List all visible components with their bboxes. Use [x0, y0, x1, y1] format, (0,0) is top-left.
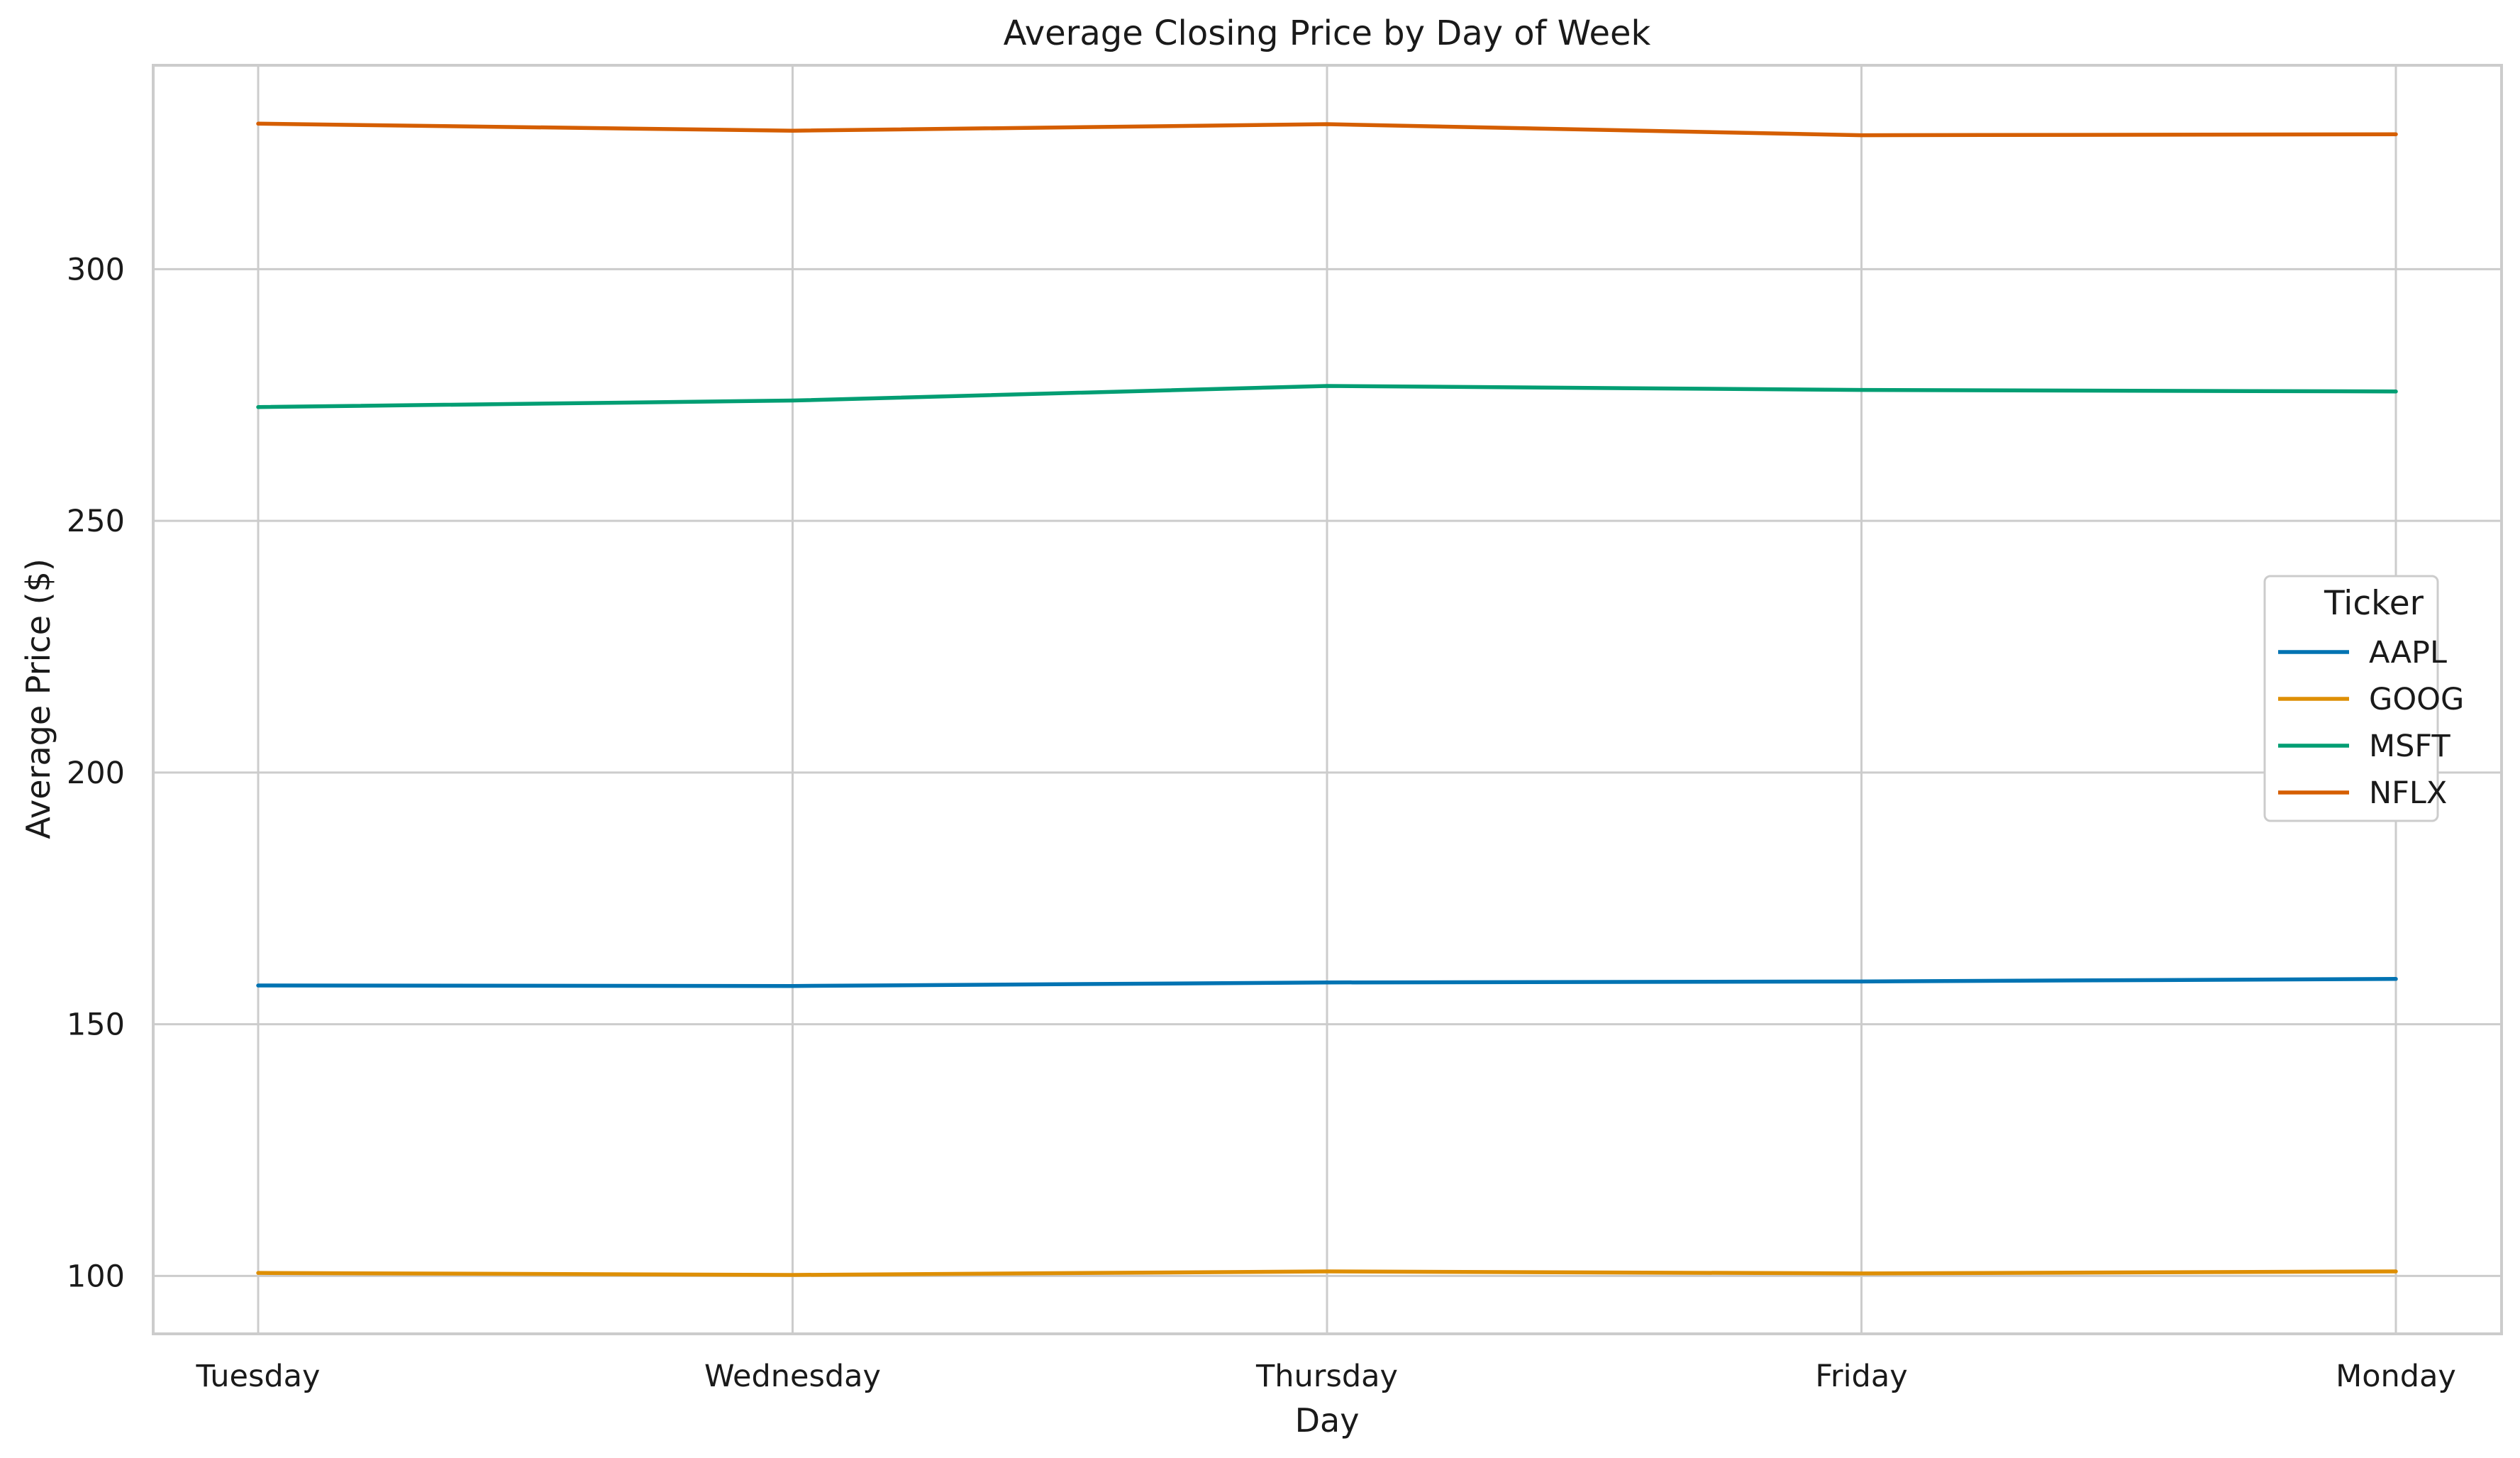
- series-line-aapl: [256, 977, 2398, 988]
- legend-label-msft: MSFT: [2369, 729, 2450, 764]
- series-line-msft: [256, 384, 2398, 409]
- y-tick-label: 100: [67, 1259, 125, 1294]
- tick-labels: Tuesday Wednesday Thursday Friday Monday 100 1…: [67, 252, 2456, 1394]
- x-tick-label: Friday: [1815, 1359, 1907, 1394]
- x-tick-label: Wednesday: [704, 1359, 881, 1394]
- x-tick-label: Monday: [2336, 1359, 2456, 1394]
- x-tick-label: Thursday: [1255, 1359, 1398, 1394]
- legend-label-goog: GOOG: [2369, 682, 2464, 717]
- legend-title: Ticker: [2324, 584, 2424, 623]
- y-tick-label: 150: [67, 1007, 125, 1043]
- legend-label-nflx: NFLX: [2369, 775, 2447, 811]
- series-line-goog: [256, 1269, 2398, 1277]
- x-axis-title: Day: [1295, 1401, 1360, 1440]
- series-layer: [256, 121, 2398, 1277]
- legend-items: AAPL GOOG MSFT NFLX: [2278, 635, 2464, 811]
- y-tick-label: 200: [67, 756, 125, 791]
- legend-label-aapl: AAPL: [2369, 635, 2447, 670]
- chart-title: Average Closing Price by Day of Week: [1004, 13, 1651, 53]
- axes-frame: [152, 64, 2503, 1335]
- y-tick-label: 250: [67, 504, 125, 539]
- x-tick-label: Tuesday: [196, 1359, 321, 1394]
- legend-box: [2263, 575, 2439, 822]
- plot-frame: [152, 64, 2503, 1335]
- grid-layer: [153, 65, 2502, 1334]
- y-axis-title: Average Price ($): [19, 558, 57, 839]
- y-tick-label: 300: [67, 252, 125, 287]
- legend: Ticker AAPL GOOG MSFT NFLX: [2263, 575, 2464, 822]
- series-line-nflx: [256, 121, 2398, 138]
